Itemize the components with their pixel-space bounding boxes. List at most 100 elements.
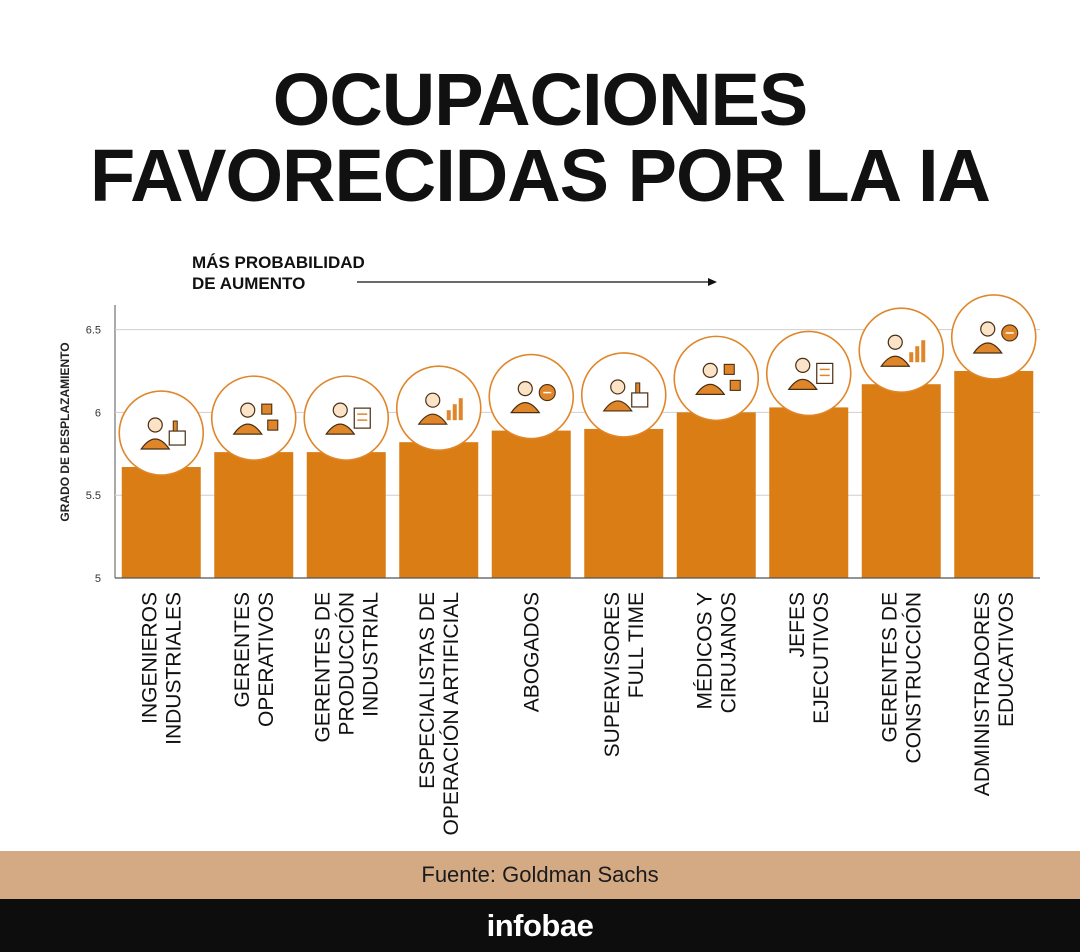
bar <box>491 430 571 578</box>
x-tick-label-line: INGENIEROS <box>138 592 161 724</box>
ai-chip-icon <box>395 365 482 451</box>
source-band: Fuente: Goldman Sachs <box>0 851 1080 899</box>
executive-growth-icon <box>765 330 852 417</box>
bar <box>676 412 756 578</box>
x-tick-label-line: INDUSTRIAL <box>359 592 382 717</box>
x-tick-label-line: CIRUJANOS <box>717 592 740 713</box>
icon-prop <box>816 362 834 385</box>
industrial-engineer-icon <box>118 390 205 476</box>
icon-prop <box>267 419 279 431</box>
y-tick-label: 6.5 <box>86 325 101 337</box>
chart-title-line-2: FAVORECIDAS POR LA IA <box>90 134 991 217</box>
icon-prop <box>168 430 186 446</box>
icon-body <box>510 402 541 414</box>
x-tick-label-line: EJECUTIVOS <box>810 592 833 724</box>
trend-annotation-line-1: MÁS PROBABILIDAD <box>192 253 365 272</box>
icon-head <box>795 357 811 374</box>
brand-band: infobae <box>0 899 1080 952</box>
x-tick-label: ADMINISTRADORESEDUCATIVOS <box>971 592 1018 796</box>
icon-head <box>240 402 256 418</box>
icon-ring <box>118 390 205 476</box>
chart-title-line-1: OCUPACIONES <box>272 58 808 141</box>
trend-annotation: MÁS PROBABILIDAD DE AUMENTO <box>192 252 365 294</box>
x-tick-label-line: INDUSTRIALES <box>162 592 185 745</box>
source-text: Fuente: Goldman Sachs <box>421 862 659 887</box>
y-tick-label: 5.5 <box>86 490 101 502</box>
icon-head <box>980 321 996 337</box>
icon-head <box>610 379 626 395</box>
icon-prop <box>353 407 371 429</box>
x-tick-label-line: GERENTES <box>231 592 254 708</box>
icon-ring <box>673 335 760 422</box>
x-tick-label-line: OPERATIVOS <box>255 592 278 727</box>
icon-prop <box>172 420 178 432</box>
icon-ring <box>210 375 297 461</box>
icon-head <box>147 417 163 433</box>
icon-prop <box>452 404 457 421</box>
doctor-icon <box>673 335 760 422</box>
icon-prop <box>261 403 273 415</box>
icon-prop <box>723 363 735 375</box>
bar <box>584 428 664 578</box>
x-tick-label-line: MÉDICOS Y <box>693 592 716 709</box>
x-tick-label-line: ABOGADOS <box>520 592 543 712</box>
icon-prop <box>631 392 649 408</box>
y-tick-label: 6 <box>95 407 101 419</box>
icon-prop <box>915 346 920 363</box>
x-tick-label: ESPECIALISTAS DEOPERACIÓN ARTIFICIAL <box>416 592 463 836</box>
construction-manager-icon <box>858 307 945 394</box>
x-tick-label-line: OPERACIÓN ARTIFICIAL <box>440 592 463 836</box>
x-tick-label-line: ESPECIALISTAS DE <box>416 592 439 789</box>
bar <box>861 384 941 578</box>
bar <box>306 452 386 578</box>
factory-worker-icon <box>303 375 390 461</box>
icon-body <box>880 355 911 367</box>
icon-ring <box>303 375 390 461</box>
x-tick-label-line: FULL TIME <box>625 592 648 698</box>
brand-logo: infobae <box>486 907 594 943</box>
x-tick-label-line: EDUCATIVOS <box>995 592 1018 727</box>
x-tick-label-line: CONSTRUCCIÓN <box>902 592 925 764</box>
x-tick-label-line: GERENTES DE <box>311 592 334 743</box>
operations-manager-icon <box>210 375 297 461</box>
icon-head <box>887 334 903 350</box>
icon-head <box>425 392 441 408</box>
icon-head <box>332 402 348 418</box>
supervisor-clipboard-icon <box>580 352 667 438</box>
icon-head <box>702 362 718 378</box>
icon-prop <box>909 352 914 363</box>
x-tick-label: ABOGADOS <box>520 592 543 712</box>
icon-body <box>232 423 263 435</box>
bar <box>121 467 201 578</box>
icon-body <box>787 378 818 391</box>
icon-body <box>140 438 171 450</box>
icon-ring <box>395 365 482 451</box>
x-tick-label: GERENTESOPERATIVOS <box>231 592 278 727</box>
icon-ring <box>858 307 945 394</box>
x-tick-label-line: ADMINISTRADORES <box>971 592 994 796</box>
bar <box>399 442 479 578</box>
bar <box>214 452 294 578</box>
icon-prop <box>458 398 463 421</box>
x-tick-label: GERENTES DECONSTRUCCIÓN <box>878 592 925 764</box>
icon-body <box>602 400 633 412</box>
x-tick-label: INGENIEROSINDUSTRIALES <box>138 592 185 745</box>
x-tick-label-line: JEFES <box>786 592 809 657</box>
icon-ring <box>580 352 667 438</box>
bar <box>954 370 1034 578</box>
icon-body <box>695 383 726 395</box>
x-tick-label-line: SUPERVISORES <box>601 592 624 757</box>
trend-annotation-line-2: DE AUMENTO <box>192 274 306 293</box>
icon-prop <box>635 382 641 394</box>
icon-body <box>972 342 1003 354</box>
y-tick-label: 5 <box>95 573 101 585</box>
icon-ring <box>950 294 1037 380</box>
lawyer-gavel-icon <box>488 353 575 440</box>
x-tick-label: GERENTES DEPRODUCCIÓNINDUSTRIAL <box>311 592 382 743</box>
icon-ring <box>765 330 852 417</box>
bar <box>769 407 849 578</box>
x-tick-label: MÉDICOS YCIRUJANOS <box>693 592 740 713</box>
icon-body <box>325 423 356 435</box>
icon-prop <box>446 410 451 421</box>
